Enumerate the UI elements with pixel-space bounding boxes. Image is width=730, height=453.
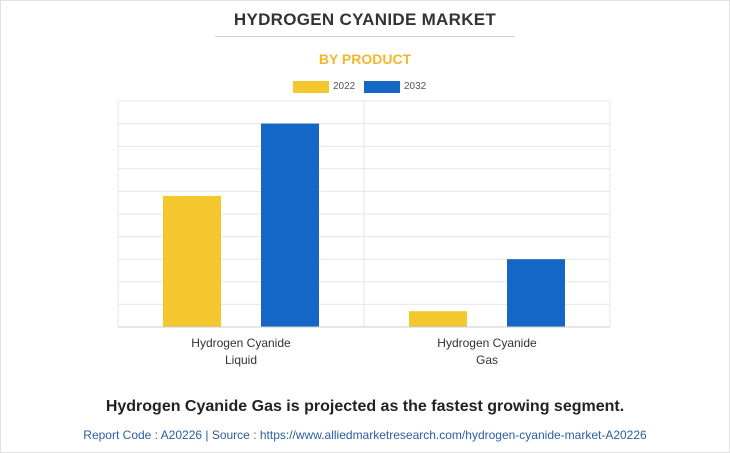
bar-2032-gas[interactable] [507,259,565,327]
x-tick-label-line: Gas [475,353,498,367]
legend-swatch-2022 [293,81,329,93]
x-tick-label: Hydrogen Cyanide Liquid [141,335,341,369]
chart-subtitle: BY PRODUCT [318,51,412,67]
legend-label-2032: 2032 [404,81,427,92]
legend-label-2022: 2022 [333,81,356,92]
bar-2022-liquid[interactable] [163,195,221,327]
bar-2022-gas[interactable] [409,311,467,327]
x-tick-label-line: Liquid [224,353,258,367]
bars [163,123,565,327]
chart-title: HYDROGEN CYANIDE MARKET [233,10,497,29]
bar-2032-liquid[interactable] [261,123,319,327]
title-divider [215,36,515,37]
legend-swatch-2032 [364,81,400,93]
x-tick-label-line: Hydrogen Cyanide [437,336,537,350]
footer-source: Report Code : A20226 | Source : https://… [83,428,647,442]
x-tick-label: Hydrogen Cyanide Gas [387,335,587,369]
footer-headline: Hydrogen Cyanide Gas is projected as the… [105,398,625,415]
chart-legend: 2022 2032 [0,80,730,94]
x-tick-label-line: Hydrogen Cyanide [191,336,291,350]
